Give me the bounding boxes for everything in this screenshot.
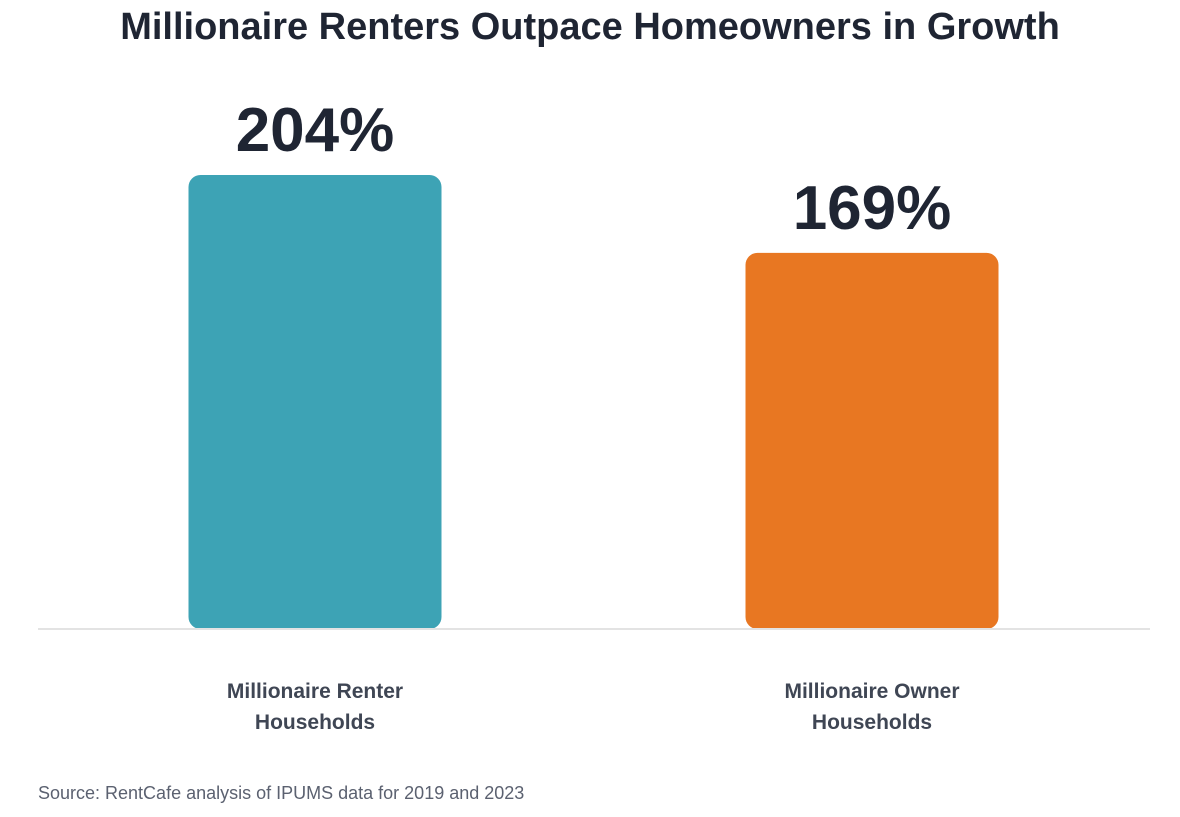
- bar-1: [745, 252, 999, 629]
- category-label: Millionaire Owner Households: [784, 680, 960, 734]
- value-label-0: 204%: [236, 96, 395, 165]
- category-label: Millionaire Renter Households: [226, 680, 404, 734]
- value-label-1: 169%: [793, 174, 952, 243]
- bar-0: [188, 175, 442, 629]
- source-note: Source: RentCafe analysis of IPUMS data …: [38, 783, 525, 803]
- chart-title: Millionaire Renters Outpace Homeowners i…: [120, 6, 1060, 48]
